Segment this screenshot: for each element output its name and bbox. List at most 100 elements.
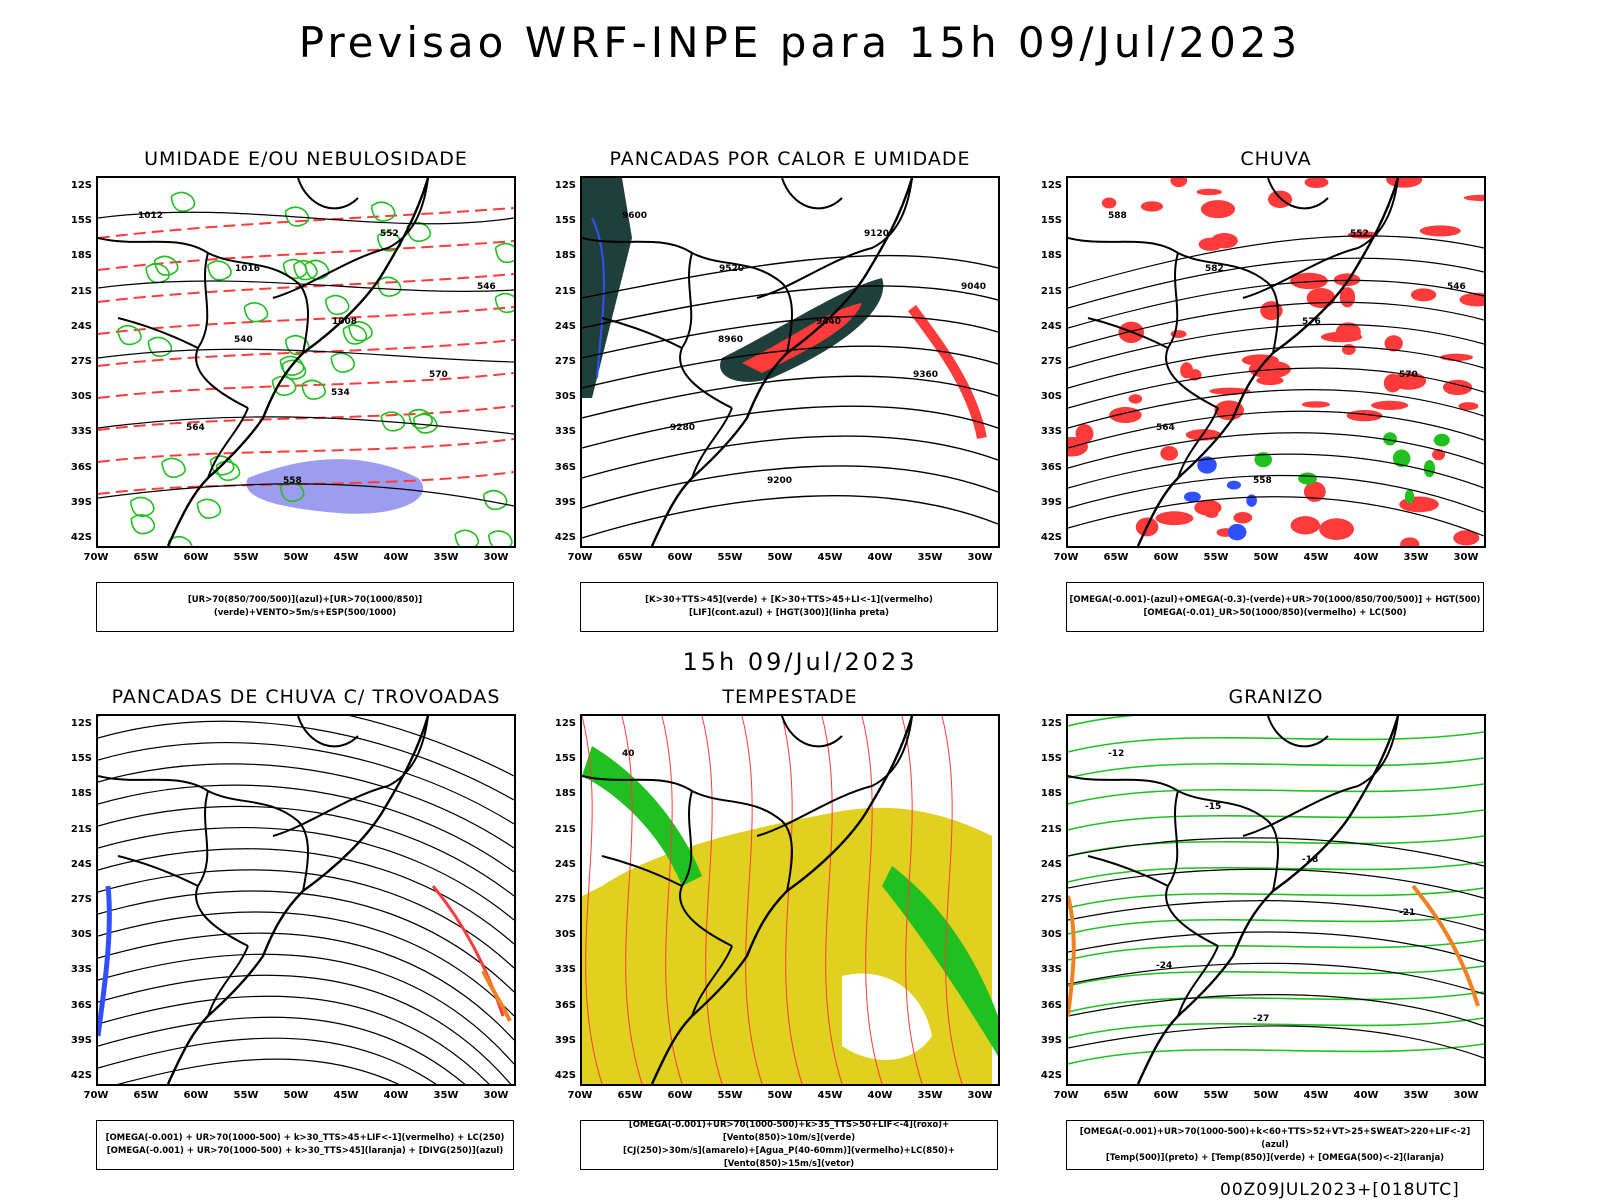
- latitude-label: 21S: [1040, 823, 1062, 835]
- precipitable-water-contour: [621, 716, 643, 1084]
- rain-cell: [1301, 401, 1331, 408]
- main-title: Previsao WRF-INPE para 15h 09/Jul/2023: [298, 18, 1302, 67]
- longitude-label: 60W: [1153, 1090, 1179, 1101]
- thickness-contour: [98, 240, 514, 271]
- longitude-label: 50W: [767, 1090, 793, 1101]
- latitude-label: 33S: [70, 426, 92, 438]
- country-border: [1242, 716, 1399, 837]
- geopotential-contour: [1068, 453, 1484, 489]
- longitude-label: 40W: [383, 1090, 409, 1101]
- jet-stream-gap: [842, 973, 932, 1060]
- longitude-label: 50W: [283, 1090, 309, 1101]
- storm-area: [481, 970, 512, 1022]
- longitude-label: 55W: [233, 552, 259, 563]
- country-border: [1267, 178, 1329, 210]
- streamline: [98, 974, 512, 1084]
- rain-cell: [1306, 287, 1336, 309]
- rain-cell: [1347, 231, 1379, 239]
- contour-label: 558: [1253, 476, 1272, 486]
- longitude-label: 45W: [333, 552, 359, 563]
- pressure-isobar: [98, 348, 514, 363]
- longitude-label: 35W: [1403, 1090, 1429, 1101]
- wind-850-area: [882, 866, 998, 1056]
- longitude-label: 35W: [917, 552, 943, 563]
- geopotential-contour: [1068, 474, 1484, 513]
- country-border: [601, 317, 683, 349]
- severe-instability-area: [742, 303, 862, 373]
- humidity-contour: [454, 529, 480, 546]
- storm-area: [431, 885, 505, 1017]
- streamline: [98, 805, 514, 897]
- latitude-label: 18S: [554, 250, 576, 262]
- contour-label: 570: [1399, 370, 1418, 380]
- legend-line: [OMEGA(-0.01)_UR>50(1000/850)(vermelho) …: [1143, 608, 1407, 618]
- precipitable-water-contour: [901, 716, 923, 1084]
- longitude-label: 60W: [183, 552, 209, 563]
- latitude-label: 27S: [554, 894, 576, 905]
- latitude-label: 12S: [1040, 180, 1062, 191]
- humidity-contour: [482, 489, 508, 511]
- map-area: [96, 714, 516, 1086]
- rain-cell: [1101, 197, 1117, 209]
- rain-cell: [1320, 331, 1363, 343]
- precipitable-water-contour: [582, 716, 603, 1084]
- country-border: [207, 407, 249, 479]
- country-border: [117, 317, 199, 349]
- longitude-label: 60W: [667, 552, 693, 563]
- rain-cell: [1290, 516, 1321, 535]
- latitude-label: 18S: [1040, 788, 1062, 800]
- geopotential-contour: [1068, 367, 1484, 409]
- rain-cell: [1440, 353, 1473, 361]
- rain-cell: [1399, 496, 1439, 513]
- humidity-contour: [301, 379, 326, 400]
- latitude-label: 12S: [70, 180, 92, 191]
- humidity-contour: [215, 460, 241, 481]
- geopotential-contour: [1068, 257, 1484, 309]
- legend-line: [OMEGA(-0.001) + UR>70(1000-500) + k>30_…: [106, 1146, 504, 1156]
- longitude-label: 65W: [1103, 1090, 1129, 1101]
- coastline: [650, 716, 914, 1084]
- longitude-label: 35W: [433, 552, 459, 563]
- latitude-label: 39S: [70, 1034, 92, 1046]
- geopotential-contour: [1068, 345, 1484, 389]
- contour-label: 552: [380, 229, 399, 239]
- legend-line: [CJ(250)>30m/s](amarelo)+[Agua_P(40-60mm…: [622, 1146, 956, 1169]
- latitude-label: 39S: [554, 496, 576, 508]
- omega-cell: [1383, 432, 1397, 446]
- latitude-label: 21S: [554, 285, 576, 297]
- contour-label: 582: [1205, 264, 1224, 274]
- rain-cell: [1140, 201, 1164, 212]
- latitude-label: 24S: [554, 858, 576, 870]
- rain-cell: [1155, 511, 1194, 526]
- latitude-label: 30S: [70, 391, 92, 403]
- latitude-label: 24S: [1040, 858, 1062, 870]
- latitude-label: 30S: [1040, 391, 1062, 403]
- country-border: [98, 237, 309, 354]
- humidity-contour: [161, 457, 186, 478]
- latitude-label: 15S: [70, 215, 92, 227]
- omega-cell: [1246, 494, 1257, 507]
- precipitable-water-contour: [741, 716, 763, 1084]
- latitude-label: 42S: [70, 532, 92, 543]
- rain-cell: [1187, 369, 1202, 381]
- longitude-label: 65W: [617, 552, 643, 563]
- rain-cell: [1319, 518, 1355, 540]
- thickness-contour: [98, 306, 514, 335]
- coastline: [650, 178, 914, 546]
- weather-map: [98, 716, 514, 1084]
- latitude-label: 36S: [1040, 999, 1062, 1011]
- rain-cell: [1463, 194, 1484, 202]
- contour-label: 564: [1156, 423, 1175, 433]
- legend-line: [UR>70(850/700/500)](azul)+[UR>70(1000/8…: [187, 595, 423, 618]
- country-border: [272, 178, 429, 299]
- temp-850-contour: [1068, 783, 1484, 805]
- rain-cell: [1410, 288, 1437, 302]
- longitude-label: 30W: [967, 552, 993, 563]
- humidity-contour: [147, 336, 173, 357]
- longitude-label: 40W: [383, 552, 409, 563]
- longitude-label: 35W: [433, 1090, 459, 1101]
- latitude-label: 30S: [554, 391, 576, 403]
- longitude-label: 55W: [1203, 552, 1229, 563]
- contour-label: 9520: [719, 264, 744, 274]
- rain-cell: [1198, 237, 1223, 251]
